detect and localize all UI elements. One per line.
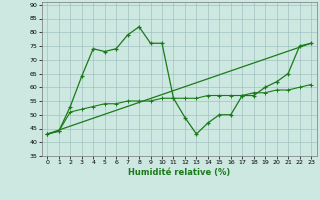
X-axis label: Humidité relative (%): Humidité relative (%)	[128, 168, 230, 177]
